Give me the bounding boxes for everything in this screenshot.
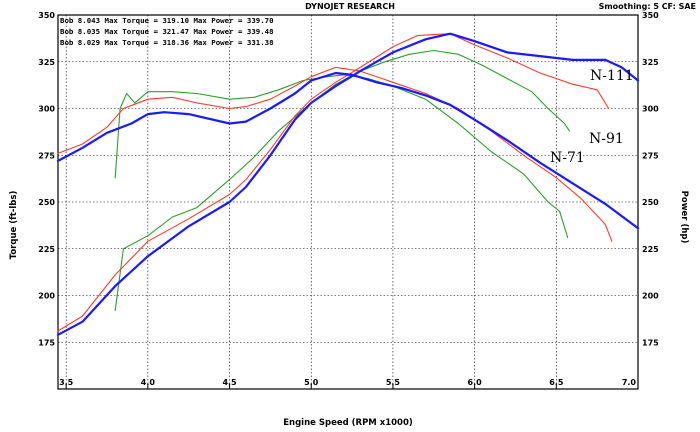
y-tick-label-left: 250 (38, 198, 55, 207)
callout-n111: N-111 (590, 68, 634, 84)
y-tick-label-right: 275 (642, 151, 659, 160)
chart-header-title: DYNOJET RESEARCH (305, 2, 395, 11)
y-axis-title-left: Torque (ft-lbs) (9, 191, 19, 260)
y-tick-label-right: 225 (642, 245, 659, 254)
y-tick-label-right: 325 (642, 58, 659, 67)
chart-header-smoothing: Smoothing: 5 CF: SAE (599, 2, 696, 11)
y-tick-label-right: 250 (642, 198, 659, 207)
y-tick-label-left: 175 (38, 338, 55, 347)
y-tick-label-left: 350 (38, 11, 55, 20)
x-tick-label: 5.5 (386, 378, 401, 387)
y-axis-title-right: Power (hp) (679, 191, 689, 244)
callout-n91: N-91 (589, 131, 624, 147)
series-n-91-power-line (57, 33, 610, 332)
x-tick-label: 4.0 (141, 378, 156, 387)
y-tick-label-left: 325 (38, 58, 55, 67)
series-n-71-power-line (114, 49, 570, 312)
x-tick-label: 3.5 (59, 378, 74, 387)
x-tick-label: 5.0 (304, 378, 319, 387)
legend-line-2: Bob 8.035 Max Torque = 321.47 Max Power … (60, 27, 274, 36)
legend-line-3: Bob 8.029 Max Torque = 318.36 Max Power … (60, 38, 274, 47)
series-n-91-torque-line (57, 66, 613, 242)
y-tick-label-right: 175 (642, 338, 659, 347)
series-n-111-power-line (56, 32, 640, 336)
series-layer (56, 32, 640, 336)
y-tick-label-right: 200 (642, 292, 659, 301)
x-tick-label: 6.5 (549, 378, 564, 387)
legend-line-1: Bob 8.043 Max Torque = 319.10 Max Power … (60, 16, 274, 25)
y-tick-label-left: 225 (38, 245, 55, 254)
plot-frame (57, 14, 639, 390)
x-tick-label: 7.0 (622, 378, 637, 387)
x-tick-label: 4.5 (222, 378, 237, 387)
x-axis-title: Engine Speed (RPM x1000) (283, 418, 413, 428)
grid (58, 15, 639, 389)
y-tick-label-left: 200 (38, 292, 55, 301)
x-tick-label: 6.0 (468, 378, 483, 387)
y-tick-label-left: 300 (38, 105, 55, 114)
tick-labels: 3.5 4.0 4.5 5.0 5.5 6.0 6.5 7.0 175 175 200 200 225 2… (38, 11, 659, 387)
y-tick-label-right: 350 (642, 11, 659, 20)
y-tick-label-left: 275 (38, 151, 55, 160)
series-n-111-torque-line (56, 71, 640, 230)
y-tick-label-right: 300 (642, 105, 659, 114)
callout-n71: N-71 (550, 150, 585, 166)
